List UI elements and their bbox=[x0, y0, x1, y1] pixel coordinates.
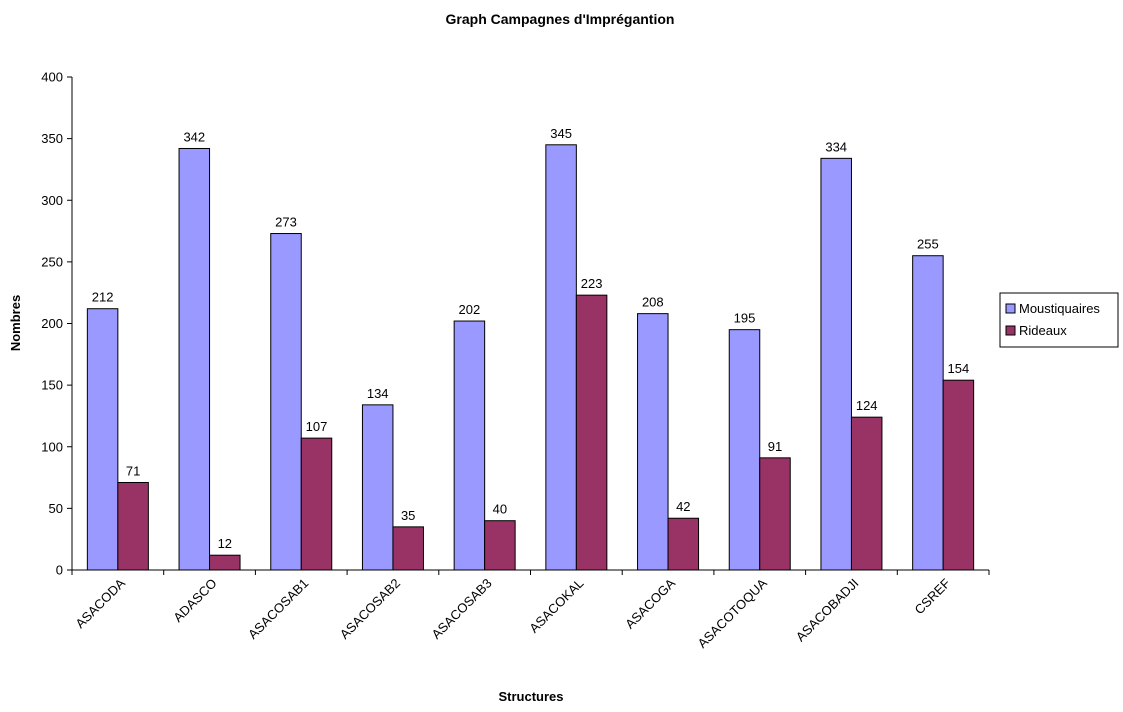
legend: Moustiquaires Rideaux bbox=[999, 292, 1119, 348]
data-label: 223 bbox=[581, 276, 603, 291]
y-axis-title: Nombres bbox=[8, 295, 23, 351]
bar-moustiquaires bbox=[361, 404, 394, 571]
bar-rideaux bbox=[209, 554, 241, 571]
bar-rideaux bbox=[667, 517, 700, 571]
bar-moustiquaires bbox=[912, 255, 944, 571]
y-tick-label: 300 bbox=[41, 193, 63, 208]
data-label: 255 bbox=[917, 237, 939, 252]
y-tick-label: 50 bbox=[49, 501, 63, 516]
y-tick-label: 400 bbox=[41, 70, 63, 85]
bar-moustiquaires bbox=[178, 147, 211, 571]
x-tick-label: ASACOKAL bbox=[526, 576, 586, 636]
legend-swatch bbox=[1005, 325, 1016, 336]
bar-moustiquaires bbox=[728, 329, 761, 571]
data-label: 107 bbox=[306, 419, 328, 434]
bar-rideaux bbox=[575, 294, 608, 571]
data-label: 334 bbox=[825, 139, 847, 154]
bar-rideaux bbox=[117, 481, 149, 571]
y-tick-label: 250 bbox=[41, 254, 63, 269]
data-label: 154 bbox=[948, 361, 970, 376]
y-tick-label: 200 bbox=[41, 316, 63, 331]
bar-moustiquaires bbox=[820, 157, 852, 571]
x-tick-label: ASACOSAB1 bbox=[245, 576, 311, 642]
y-tick-label: 150 bbox=[41, 378, 63, 393]
bar-rideaux bbox=[759, 457, 791, 571]
x-tick-label: ASACOTOQUA bbox=[695, 575, 771, 651]
data-label: 124 bbox=[856, 398, 878, 413]
y-tick-label: 100 bbox=[41, 439, 63, 454]
data-label: 208 bbox=[642, 295, 664, 310]
x-tick-label: ASACOSAB2 bbox=[337, 576, 403, 642]
legend-swatch bbox=[1005, 303, 1016, 314]
data-label: 71 bbox=[126, 463, 140, 478]
data-label: 91 bbox=[768, 439, 782, 454]
data-label: 35 bbox=[401, 508, 415, 523]
data-label: 273 bbox=[275, 215, 297, 230]
data-label: 212 bbox=[92, 290, 114, 305]
x-tick-label: ASACOGA bbox=[622, 575, 678, 631]
bar-rideaux bbox=[942, 379, 975, 571]
bar-rideaux bbox=[392, 526, 424, 571]
data-label: 202 bbox=[459, 302, 481, 317]
bar-moustiquaires bbox=[270, 233, 302, 571]
data-label: 42 bbox=[676, 499, 690, 514]
data-label: 40 bbox=[493, 502, 507, 517]
x-tick-label: ASACOBADJI bbox=[793, 576, 862, 645]
bar-moustiquaires bbox=[86, 308, 119, 571]
x-tick-label: ASACOSAB3 bbox=[428, 576, 494, 642]
bar-moustiquaires bbox=[545, 144, 577, 571]
legend-label: Moustiquaires bbox=[1019, 301, 1100, 316]
y-tick-label: 350 bbox=[41, 131, 63, 146]
x-tick-label: ASACODA bbox=[72, 575, 128, 631]
chart-title: Graph Campagnes d'Imprégantion bbox=[446, 11, 675, 27]
data-label: 345 bbox=[550, 126, 572, 141]
bar-rideaux bbox=[300, 437, 333, 571]
y-tick-label: 0 bbox=[56, 563, 63, 578]
x-tick-label: CSREF bbox=[912, 575, 954, 617]
x-axis-title: Structures bbox=[498, 689, 563, 704]
legend-label: Rideaux bbox=[1019, 323, 1067, 338]
data-label: 342 bbox=[183, 129, 205, 144]
x-tick-label: ADASCO bbox=[170, 576, 219, 625]
bar-rideaux bbox=[850, 416, 883, 571]
data-label: 195 bbox=[734, 311, 756, 326]
bar-rideaux bbox=[484, 520, 516, 571]
bar-moustiquaires bbox=[453, 320, 486, 571]
data-label: 12 bbox=[218, 536, 232, 551]
data-label: 134 bbox=[367, 386, 389, 401]
legend-box bbox=[999, 292, 1119, 348]
bar-moustiquaires bbox=[637, 313, 669, 571]
